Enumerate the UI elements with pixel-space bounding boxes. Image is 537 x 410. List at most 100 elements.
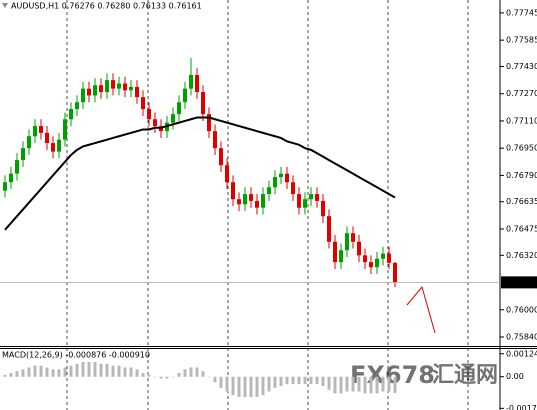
macd-bar	[129, 367, 133, 377]
candle-body	[249, 194, 253, 201]
y-tick-label: 0.77585	[506, 36, 537, 45]
candle-body	[183, 88, 187, 103]
macd-bar	[243, 376, 247, 398]
candle-body	[75, 102, 79, 110]
candle-body	[255, 200, 259, 208]
macd-bar	[99, 363, 103, 377]
candle-body	[153, 119, 157, 127]
candle-body	[69, 109, 73, 120]
moving-average	[4, 116, 396, 231]
macd-bar	[315, 376, 319, 385]
macd-bar	[159, 376, 163, 379]
macd-bar	[75, 363, 79, 377]
macd-bar	[345, 376, 349, 392]
candle-body	[177, 102, 181, 115]
macd-bar	[177, 373, 181, 377]
candle-body	[129, 86, 133, 91]
candle-body	[279, 173, 283, 178]
macd-bar	[351, 376, 355, 392]
candle-body	[225, 165, 229, 183]
candle-body	[15, 160, 19, 174]
y-tick-label: 0.76950	[506, 144, 537, 153]
candle-body	[231, 182, 235, 200]
macd-bar	[237, 376, 241, 398]
macd-bar	[321, 376, 325, 386]
candle-body	[339, 250, 343, 263]
macd-bar	[195, 367, 199, 377]
macd-bar	[51, 369, 55, 377]
candle-body	[135, 86, 139, 98]
macd-bar	[39, 365, 43, 377]
candle-body	[273, 177, 277, 188]
candle-body	[363, 255, 367, 263]
candle-body	[351, 233, 355, 242]
macd-bar	[165, 376, 169, 379]
macd-bar	[15, 371, 19, 377]
macd-bar	[141, 373, 145, 377]
candle-body	[375, 258, 379, 268]
macd-bar	[63, 367, 67, 377]
candle-body	[381, 253, 385, 259]
candle-body	[171, 114, 175, 123]
price-label-box	[501, 276, 537, 289]
y-tick-label: 0.00	[506, 372, 524, 381]
y-tick-label: 0.76475	[506, 224, 537, 233]
y-tick-label: 0.75840	[506, 332, 537, 341]
macd-bar	[69, 365, 73, 377]
candle-body	[315, 194, 319, 201]
macd-bar	[81, 361, 85, 377]
candle-body	[243, 194, 247, 205]
candle-body	[39, 126, 43, 133]
macd-bar	[255, 376, 259, 398]
candle-body	[285, 173, 289, 183]
candle-body	[309, 194, 313, 200]
macd-bar	[261, 376, 265, 396]
candle-body	[51, 143, 55, 152]
candle-body	[201, 92, 205, 115]
macd-bar	[27, 367, 31, 377]
macd-bar	[105, 363, 109, 377]
macd-bar	[201, 371, 205, 377]
projection-arrow	[406, 285, 436, 334]
candle-body	[3, 182, 7, 191]
macd-bar	[213, 376, 217, 383]
macd-bar	[339, 376, 343, 394]
macd-bar	[297, 376, 301, 385]
macd-bar	[3, 374, 7, 377]
macd-bar	[219, 376, 223, 388]
candle-body	[327, 216, 331, 242]
macd-bar	[135, 369, 139, 377]
macd-bar	[189, 367, 193, 377]
candle-body	[207, 114, 211, 132]
candle-body	[45, 132, 49, 144]
y-tick-label: 0.76635	[506, 197, 537, 206]
candle-body	[219, 148, 223, 166]
price-label: 0.76161	[504, 278, 537, 287]
candle-body	[147, 109, 151, 120]
macd-bar	[57, 369, 61, 377]
candle-body	[63, 119, 67, 140]
candle-body	[267, 187, 271, 195]
macd-title: MACD(12,26,9) -0.000876 -0.000910	[2, 351, 150, 360]
macd-bar	[147, 374, 151, 377]
macd-bar	[153, 376, 157, 378]
macd-bar	[393, 376, 397, 393]
candle-body	[105, 80, 109, 93]
chart-title: AUDUSD,H1 0.76276 0.76280 0.76133 0.7616…	[11, 2, 202, 11]
y-tick-label: 0.76790	[506, 171, 537, 180]
macd-bar	[369, 376, 373, 394]
candle-body	[9, 173, 13, 183]
macd-bar	[231, 376, 235, 396]
y-tick-label: 0.76000	[506, 305, 537, 314]
macd-bar	[309, 376, 313, 385]
candle-body	[291, 182, 295, 195]
candle-body	[237, 199, 241, 205]
candle-body	[393, 262, 397, 283]
candle-body	[213, 131, 217, 149]
watermark: FX678	[350, 361, 435, 389]
y-tick-label: 0.77745	[506, 8, 537, 17]
watermark: 汇通网	[432, 363, 498, 388]
macd-bar	[381, 376, 385, 392]
candle-body	[117, 83, 121, 89]
